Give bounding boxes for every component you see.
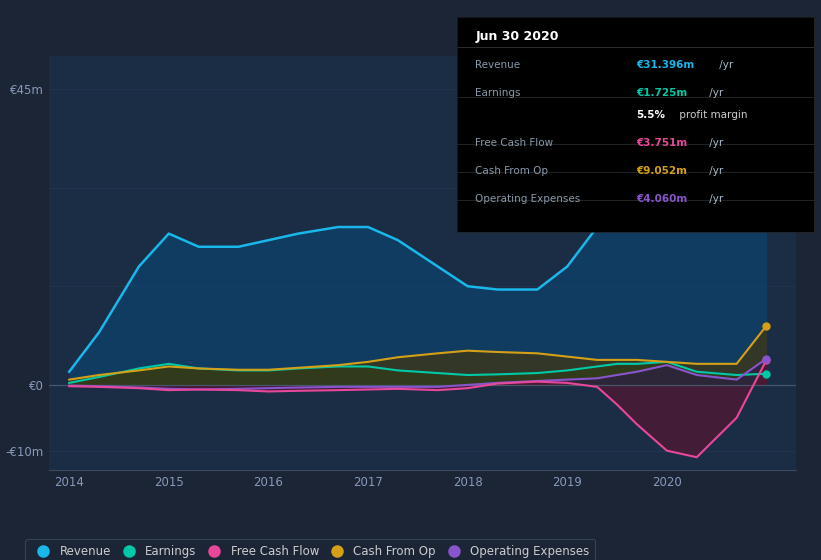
Text: €9.052m: €9.052m <box>636 166 687 176</box>
Text: profit margin: profit margin <box>676 110 747 119</box>
Text: /yr: /yr <box>716 60 733 70</box>
Text: Operating Expenses: Operating Expenses <box>475 194 580 204</box>
Text: /yr: /yr <box>706 88 723 98</box>
Text: €4.060m: €4.060m <box>636 194 687 204</box>
Text: /yr: /yr <box>706 138 723 147</box>
Text: 5.5%: 5.5% <box>636 110 665 119</box>
Text: Revenue: Revenue <box>475 60 521 70</box>
Text: €1.725m: €1.725m <box>636 88 687 98</box>
Text: €31.396m: €31.396m <box>636 60 694 70</box>
Text: €3.751m: €3.751m <box>636 138 687 147</box>
Text: Earnings: Earnings <box>475 88 521 98</box>
Legend: Revenue, Earnings, Free Cash Flow, Cash From Op, Operating Expenses: Revenue, Earnings, Free Cash Flow, Cash … <box>25 539 595 560</box>
Text: Free Cash Flow: Free Cash Flow <box>475 138 553 147</box>
Text: /yr: /yr <box>706 194 723 204</box>
Text: Jun 30 2020: Jun 30 2020 <box>475 30 558 43</box>
Text: Cash From Op: Cash From Op <box>475 166 548 176</box>
Text: /yr: /yr <box>706 166 723 176</box>
